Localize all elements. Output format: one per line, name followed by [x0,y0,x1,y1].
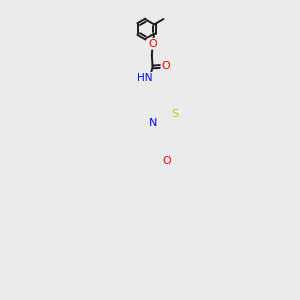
Text: O: O [161,61,170,71]
Text: N: N [149,118,158,128]
Text: HN: HN [137,73,153,83]
Text: O: O [162,156,171,166]
Text: O: O [148,39,157,49]
Text: S: S [172,109,178,119]
